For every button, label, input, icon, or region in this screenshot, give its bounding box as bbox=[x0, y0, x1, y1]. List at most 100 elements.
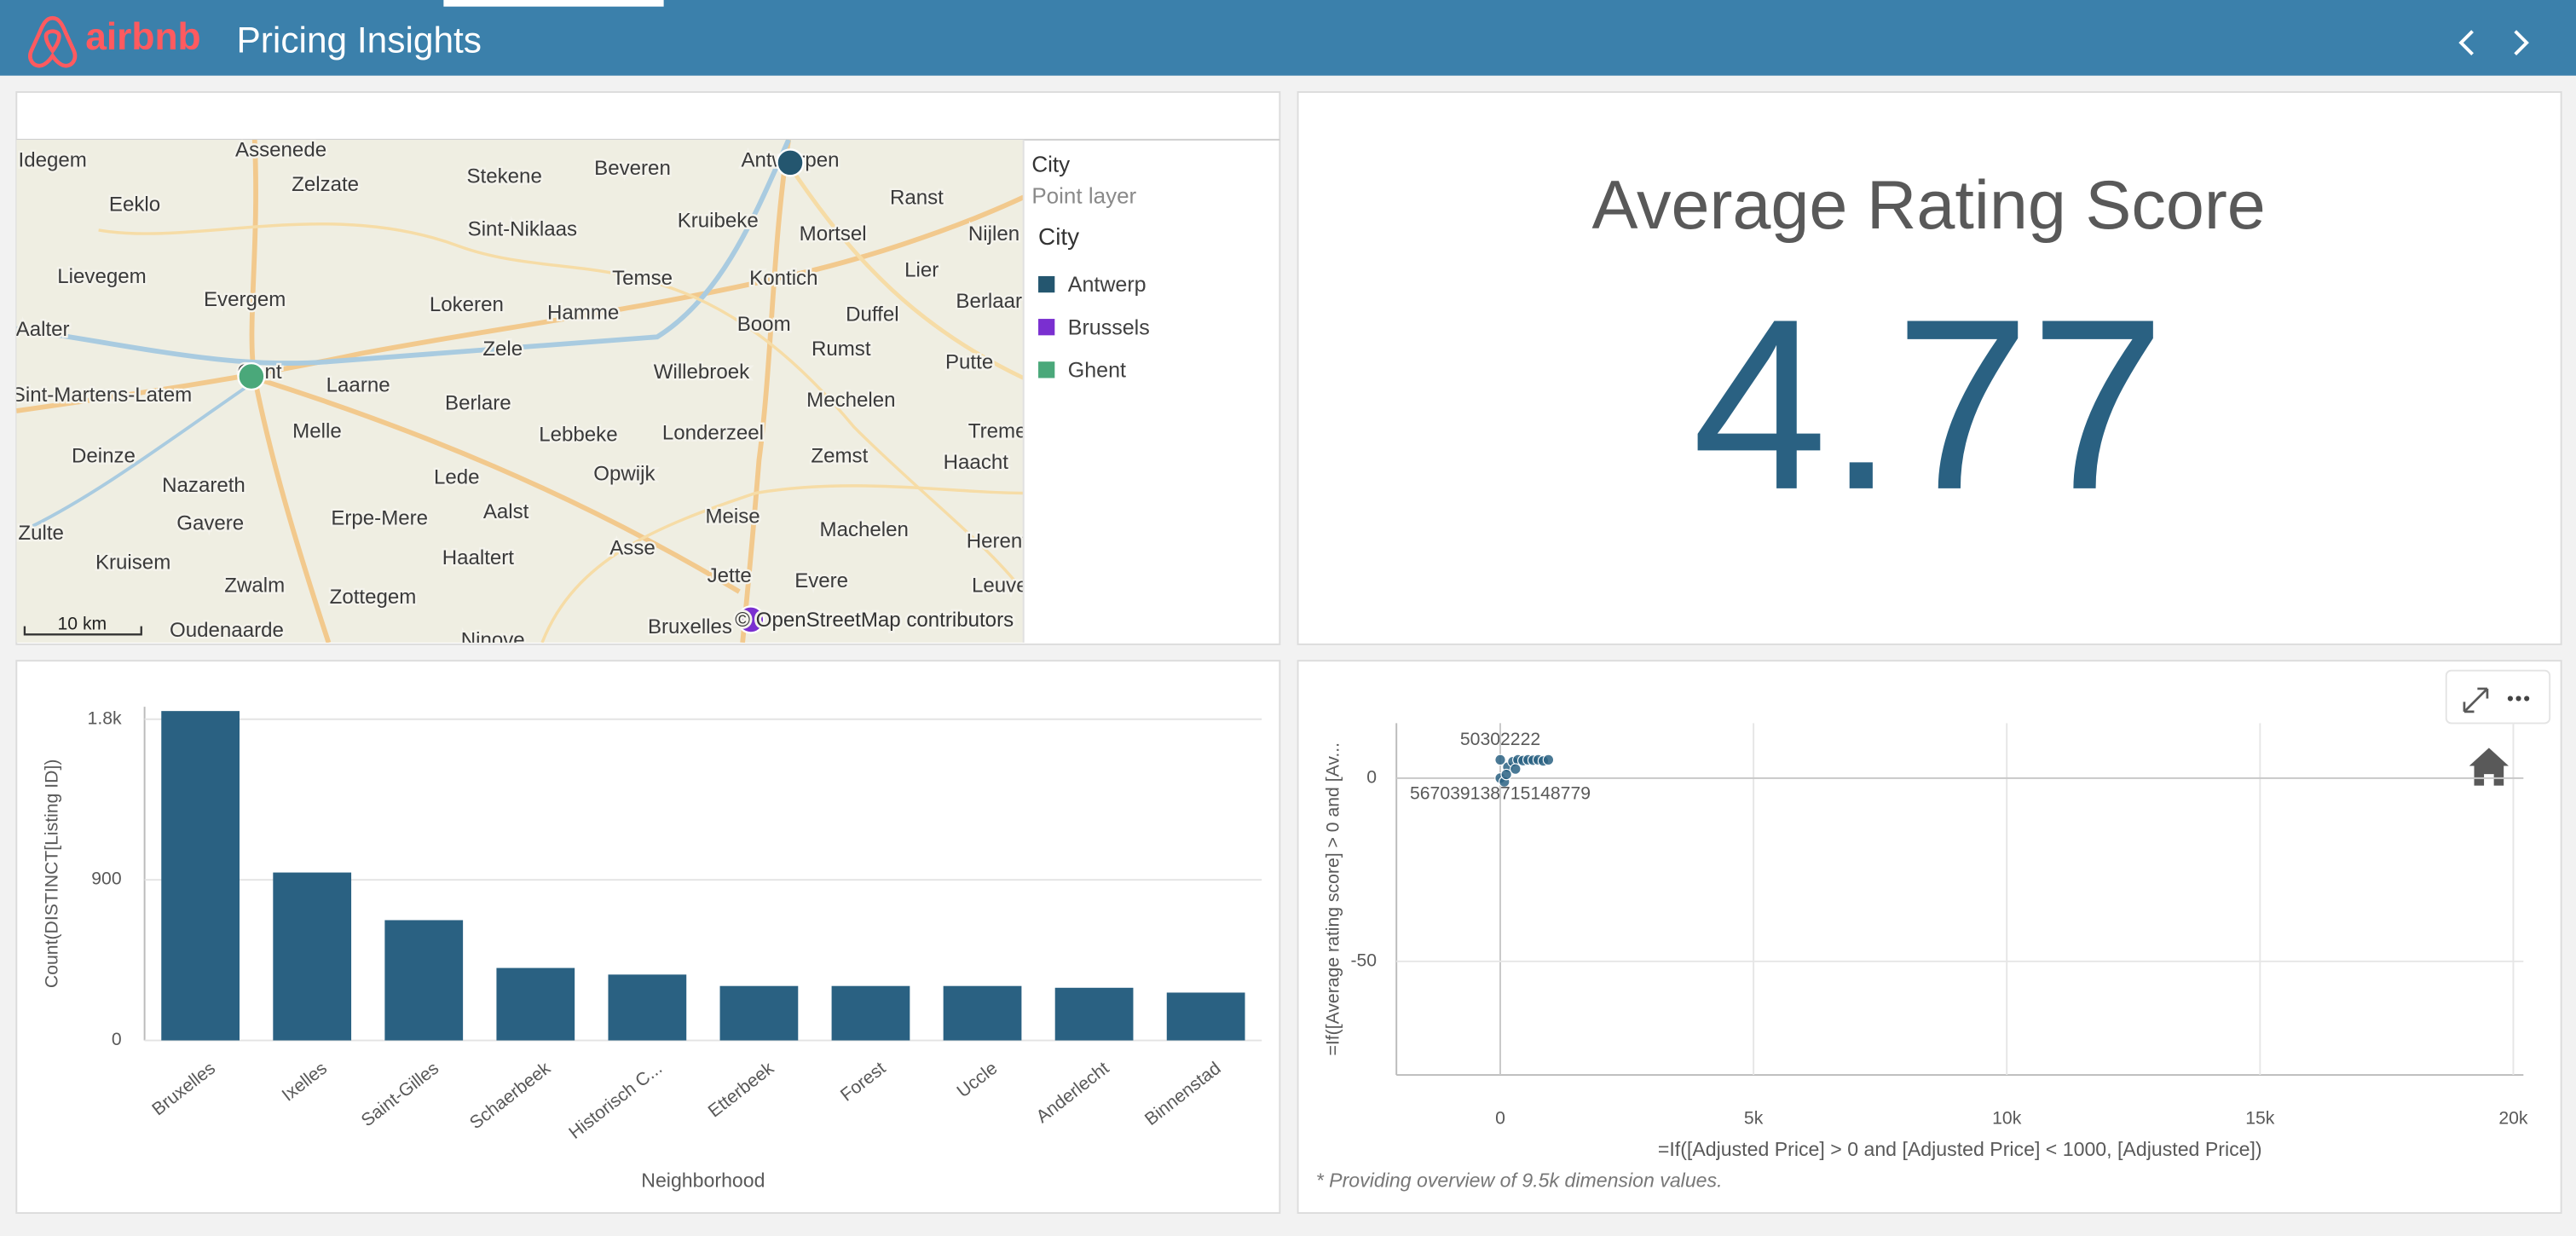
map: AssenedeIdegemZelzateStekeneBeverenAntwe… bbox=[12, 139, 1043, 651]
place-label: Nazareth bbox=[162, 474, 245, 497]
place-label: Rumst bbox=[811, 338, 871, 361]
place-label: Kontich bbox=[749, 267, 817, 290]
place-label: Deinze bbox=[72, 444, 136, 467]
river bbox=[32, 379, 256, 528]
place-label: Lokeren bbox=[430, 293, 504, 316]
place-label: Ranst bbox=[890, 187, 944, 210]
x-axis-label: =If([Adjusted Price] > 0 and [Adjusted P… bbox=[1658, 1138, 2262, 1160]
legend-label: Brussels bbox=[1068, 315, 1150, 339]
logo-icon bbox=[28, 15, 78, 68]
place-label: Ninove bbox=[461, 628, 525, 651]
place-label: Lievegem bbox=[57, 265, 146, 288]
place-label: Zwalm bbox=[224, 575, 285, 598]
road bbox=[98, 222, 1024, 593]
kpi-title: Average Rating Score bbox=[1591, 167, 2265, 244]
place-label: Gavere bbox=[176, 511, 244, 534]
bar bbox=[719, 985, 799, 1041]
expand-button[interactable] bbox=[2463, 687, 2489, 713]
place-label: Stekene bbox=[467, 165, 542, 188]
place-label: Herent bbox=[967, 530, 1029, 553]
bar bbox=[496, 967, 575, 1041]
place-label: Laarne bbox=[326, 373, 390, 396]
bar bbox=[608, 974, 687, 1041]
legend-subtitle: Point layer bbox=[1031, 182, 1136, 208]
header-bar bbox=[0, 0, 2576, 76]
place-label: Erpe-Mere bbox=[331, 507, 428, 530]
x-tick-label: 5k bbox=[1744, 1109, 1764, 1129]
bar bbox=[161, 711, 240, 1041]
place-label: Asse bbox=[609, 536, 656, 559]
place-label: Berlaar bbox=[956, 290, 1022, 313]
place-label: Opwijk bbox=[593, 463, 656, 486]
home-button[interactable] bbox=[2469, 748, 2509, 786]
place-label: Beveren bbox=[594, 157, 671, 180]
place-label: Haacht bbox=[944, 451, 1009, 474]
place-label: Temse bbox=[612, 267, 673, 290]
toolbar bbox=[2445, 669, 2551, 725]
place-label: Lede bbox=[434, 465, 480, 488]
legend-label: Ghent bbox=[1068, 358, 1126, 382]
y-tick-label: 900 bbox=[91, 869, 121, 889]
place-label: Kruibeke bbox=[678, 210, 759, 233]
scale-label: 10 km bbox=[58, 614, 107, 633]
legend-label: Antwerp bbox=[1068, 273, 1146, 297]
place-label: Mortsel bbox=[800, 222, 867, 245]
place-label: Machelen bbox=[820, 518, 909, 541]
place-label: Sint-Niklaas bbox=[468, 217, 577, 240]
place-label: Bruxelles bbox=[648, 615, 732, 638]
bar bbox=[273, 872, 352, 1041]
next-button[interactable] bbox=[2514, 30, 2529, 55]
legend-swatch bbox=[1038, 319, 1055, 336]
road bbox=[787, 163, 1024, 380]
place-label: Tremelo bbox=[968, 419, 1043, 442]
road bbox=[740, 139, 791, 643]
road bbox=[540, 484, 1024, 643]
bar bbox=[384, 920, 464, 1041]
scatter-panel bbox=[1297, 660, 2562, 1214]
more-button[interactable] bbox=[2507, 696, 2530, 702]
road bbox=[253, 375, 741, 594]
place-label: Assenede bbox=[235, 139, 326, 162]
bar bbox=[1054, 987, 1134, 1041]
x-tick-label: 0 bbox=[1495, 1109, 1505, 1129]
place-label: Hamme bbox=[547, 302, 619, 325]
legend-title: City bbox=[1031, 152, 1070, 177]
place-label: Oudenaarde bbox=[170, 619, 284, 642]
place-label: Meise bbox=[705, 505, 760, 528]
scatter-point bbox=[1500, 768, 1512, 781]
bar bbox=[943, 985, 1022, 1041]
scale-bar bbox=[23, 626, 142, 636]
logo-text: airbnb bbox=[85, 16, 200, 58]
place-label: Melle bbox=[292, 419, 342, 442]
y-axis-label: Count(DISTINCT[Listing ID]) bbox=[42, 760, 61, 988]
bar bbox=[831, 985, 910, 1041]
place-label: Aalst bbox=[483, 500, 529, 523]
place-label: Lebbeke bbox=[539, 423, 617, 446]
place-label: Idegem bbox=[19, 148, 87, 171]
place-label: Aalter bbox=[16, 318, 70, 341]
place-label: Boom bbox=[737, 313, 791, 336]
place-label: Willebroek bbox=[654, 361, 750, 384]
attribution: © OpenStreetMap contributors bbox=[735, 609, 1014, 632]
place-label: Zulte bbox=[18, 522, 64, 545]
kpi-value: 4.77 bbox=[1692, 269, 2165, 540]
river bbox=[16, 139, 791, 366]
place-label: Jette bbox=[708, 564, 752, 587]
city-point bbox=[736, 605, 765, 634]
header-title: Pricing Insights bbox=[237, 20, 482, 60]
place-label: Haaltert bbox=[442, 546, 515, 569]
footnote: * Providing overview of 9.5k dimension v… bbox=[1316, 1169, 1723, 1191]
place-label: Mechelen bbox=[806, 389, 895, 412]
place-label: Sint-Martens-Latem bbox=[12, 384, 192, 407]
point-label: 50302222 bbox=[1460, 730, 1540, 749]
tab-indicator bbox=[443, 0, 664, 7]
x-tick-label: 20k bbox=[2498, 1109, 2528, 1129]
road bbox=[16, 194, 1024, 413]
scatter-point bbox=[1494, 754, 1506, 766]
bar bbox=[1166, 992, 1245, 1041]
place-label: Eeklo bbox=[109, 193, 160, 216]
x-tick-label: 15k bbox=[2245, 1109, 2275, 1129]
place-label: Putte bbox=[945, 350, 993, 373]
prev-button[interactable] bbox=[2458, 30, 2474, 55]
x-axis-label: Neighborhood bbox=[641, 1169, 765, 1191]
